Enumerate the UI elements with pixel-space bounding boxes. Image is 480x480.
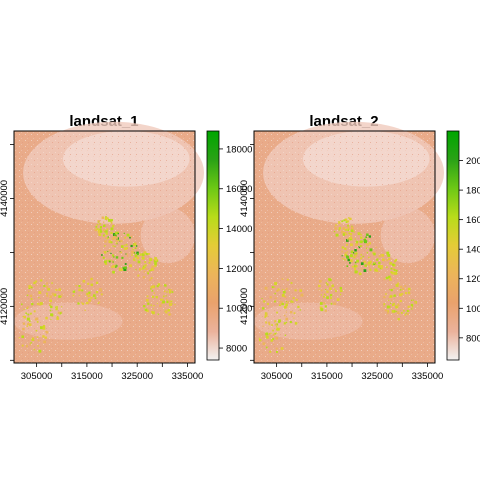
y-tick-label: 4140000	[239, 180, 250, 217]
legend-tick-label: 800	[466, 333, 480, 344]
y-tick-label: 4140000	[0, 180, 10, 217]
raster-image	[253, 121, 445, 363]
raster-image	[14, 121, 205, 363]
legend-tick-label: 140	[466, 245, 480, 256]
legend-tick-label: 200	[466, 156, 480, 167]
legend-colorbar	[206, 130, 220, 361]
x-tick-label: 335000	[172, 371, 204, 382]
x-axis: 305000 315000 325000 335000	[261, 363, 444, 382]
legend-tick-label: 10000	[226, 304, 252, 315]
x-axis: 305000 315000 325000 335000	[21, 363, 204, 382]
panel-landsat-2: landsat_2 305000 315000 325000 335000 41200…	[239, 113, 480, 382]
legend-tick-label: 14000	[226, 224, 252, 235]
legend-colorbar	[446, 130, 460, 361]
y-axis: 4120000 4140000	[0, 144, 14, 361]
color-legend: 8000 10000 12000 14000 16000 18000	[206, 130, 252, 361]
x-tick-label: 305000	[21, 371, 53, 382]
legend-tick-label: 120	[466, 274, 480, 285]
x-tick-label: 315000	[71, 371, 103, 382]
panel-landsat-1: landsat_1 305000 315000 325000 335000 41200…	[0, 113, 252, 382]
x-tick-label: 315000	[311, 371, 343, 382]
x-tick-label: 305000	[261, 371, 293, 382]
color-legend: 800 100 120 140 160 180 200	[446, 130, 480, 361]
legend-tick-label: 8000	[226, 344, 247, 355]
y-tick-label: 4120000	[239, 288, 250, 325]
y-tick-label: 4120000	[0, 288, 10, 325]
y-axis: 4120000 4140000	[239, 144, 254, 361]
plot-frame	[13, 130, 196, 364]
legend-tick-label: 100	[466, 304, 480, 315]
legend-tick-label: 160	[466, 215, 480, 226]
x-tick-label: 325000	[361, 371, 393, 382]
legend-tick-label: 180	[466, 186, 480, 197]
x-tick-label: 325000	[121, 371, 153, 382]
legend-tick-label: 16000	[226, 184, 252, 195]
plot-frame	[253, 130, 436, 364]
legend-tick-label: 12000	[226, 264, 252, 275]
legend-tick-label: 18000	[226, 144, 252, 155]
x-tick-label: 335000	[412, 371, 444, 382]
